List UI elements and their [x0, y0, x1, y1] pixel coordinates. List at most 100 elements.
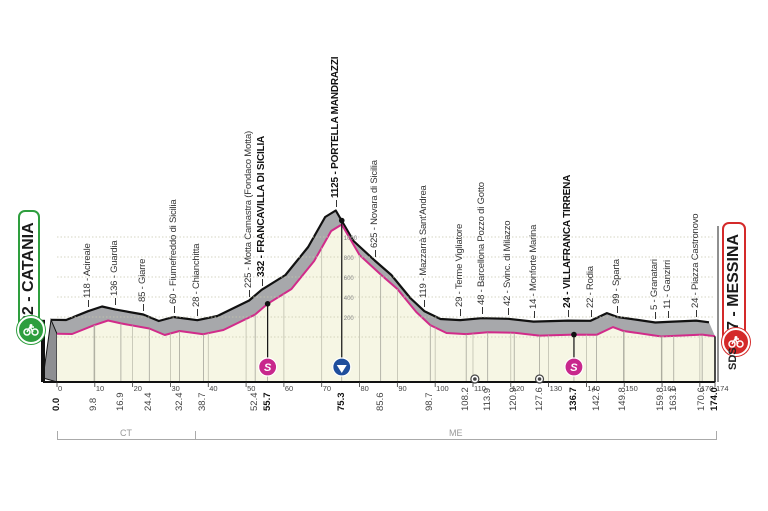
x-tick-label: 110	[474, 384, 486, 393]
x-tick-label: 170	[701, 384, 714, 393]
x-tick-label: 70	[323, 384, 331, 393]
waypoint-label: 29 - Terme Vigliatore	[454, 223, 466, 308]
marker-dot	[264, 301, 271, 307]
waypoint-label: 99 - Sparta	[611, 259, 623, 304]
kom-triangle	[336, 365, 347, 373]
waypoint-tick	[508, 307, 510, 315]
x-tick-label: 60	[285, 384, 293, 393]
profile-front-face	[57, 224, 715, 382]
x-tick-label: 10	[96, 384, 104, 393]
region-bracket-ct	[57, 431, 197, 440]
marker-dot	[338, 217, 345, 224]
km-label: 38.7	[197, 392, 209, 412]
start-bike-icon	[17, 316, 45, 344]
waypoint-label: 225 - Motta Camastra (Fondaco Motta)	[243, 130, 255, 288]
waypoint-tick	[114, 298, 116, 306]
waypoint-tick	[696, 309, 698, 317]
x-tick-label: 174	[716, 384, 729, 393]
waypoint-label: 332 - FRANCAVILLA DI SICILIA	[255, 135, 267, 277]
profile-top-band	[51, 210, 715, 337]
elevation-tick: 600	[344, 276, 355, 282]
waypoint-label: 136 - Guardia	[108, 240, 120, 297]
waypoint-label: 119 - Mazzarrà Sant'Andrea	[418, 185, 430, 299]
km-label: 55.7	[261, 392, 273, 412]
elevation-tick: 400	[344, 296, 355, 302]
x-tick-label: 30	[171, 384, 179, 393]
waypoint-tick	[173, 306, 175, 313]
km-label: 142.7	[590, 387, 602, 411]
km-label: 52.4	[249, 392, 261, 412]
waypoint-tick	[424, 300, 426, 308]
km-label: 16.9	[114, 392, 126, 412]
feed-zone-icon-core	[473, 377, 477, 381]
profile-top-outline	[50, 209, 710, 324]
waypoint-label: 24 - Piazza Castronovo	[690, 213, 702, 308]
marker-symbol: S	[570, 362, 578, 374]
x-tick-label: 80	[361, 384, 369, 393]
km-label: 170.6	[696, 387, 708, 411]
elevation-tick: 1000	[344, 236, 358, 242]
waypoint-tick	[481, 307, 483, 315]
x-tick-label: 130	[550, 384, 563, 393]
km-label: 149.8	[617, 387, 629, 411]
start-city-label: 32 - CATANIA	[20, 222, 37, 324]
x-tick-label: 160	[663, 384, 676, 393]
waypoint-tick	[655, 311, 657, 319]
waypoint-tick	[667, 310, 669, 318]
km-label: 174.0	[709, 387, 720, 411]
km-label: 136.7	[567, 387, 579, 411]
waypoint-label: 24 - VILLAFRANCA TIRRENA	[561, 174, 573, 308]
km-label: 159.8	[655, 387, 667, 411]
x-tick-label: 50	[247, 384, 255, 393]
km-label: 24.4	[143, 392, 155, 412]
feed-zone-icon-core	[537, 377, 542, 381]
km-label: 85.6	[374, 392, 386, 412]
sprint-icon	[258, 357, 278, 377]
elevation-tick: 800	[344, 256, 355, 262]
waypoint-label: 42 - Svinc. di Milazzo	[502, 220, 514, 306]
waypoint-tick	[567, 309, 569, 317]
waypoint-tick	[143, 303, 145, 311]
finish-bike-icon	[722, 328, 750, 356]
waypoint-tick	[460, 309, 462, 317]
waypoint-tick	[88, 300, 90, 308]
region-label: ME	[449, 428, 463, 438]
km-label: 163.1	[667, 387, 679, 411]
sds-label: SDS	[727, 347, 739, 370]
waypoint-label: 85 - Giarre	[137, 258, 149, 302]
x-tick-label: 0	[58, 384, 62, 393]
waypoint-label: 1125 - PORTELLA MANDRAZZI	[329, 56, 341, 198]
waypoint-tick	[590, 309, 592, 317]
x-tick-label: 150	[625, 384, 638, 393]
marker-symbol: S	[264, 362, 272, 374]
waypoint-tick	[335, 199, 337, 207]
waypoint-label: 118 - Acireale	[82, 243, 94, 299]
waypoint-label: 28 - Chianchitta	[191, 243, 203, 308]
waypoint-label: 22 - Rodia	[584, 265, 596, 308]
waypoint-label: 5 - Granatari	[649, 258, 661, 310]
region-label: CT	[120, 428, 132, 438]
waypoint-label: 48 - Barcellona Pozzo di Gotto	[475, 182, 487, 306]
x-tick-label: 100	[436, 384, 449, 393]
profile-pink-outline	[56, 223, 716, 338]
waypoint-tick	[261, 278, 263, 286]
waypoint-tick	[374, 249, 376, 257]
x-tick-label: 20	[134, 384, 142, 393]
region-bracket-me	[195, 431, 717, 440]
sprint-icon	[564, 357, 584, 377]
km-label: 113.9	[481, 387, 493, 411]
km-label: 127.6	[533, 387, 545, 411]
waypoint-label: 625 - Novara di Sicilia	[368, 159, 380, 248]
waypoint-tick	[617, 306, 619, 313]
waypoint-label: 60 - Fiumefreddo di Sicilia	[167, 199, 179, 304]
km-label: 0.0	[51, 397, 62, 411]
elevation-tick: 200	[344, 316, 355, 322]
profile-left-edge	[41, 319, 45, 382]
km-label: 98.7	[424, 392, 436, 412]
waypoint-tick	[197, 309, 199, 317]
x-tick-label: 90	[398, 384, 406, 393]
profile-side-wall	[42, 317, 58, 383]
km-label: 120.9	[508, 387, 520, 411]
